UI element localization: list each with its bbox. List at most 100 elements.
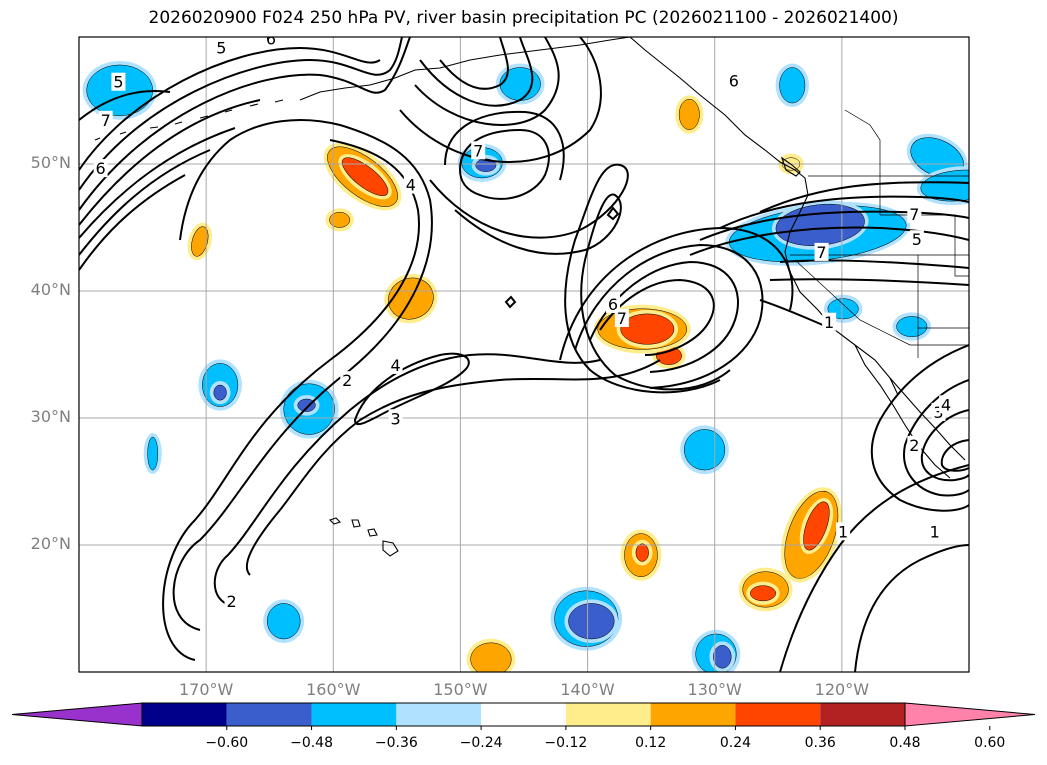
pv-contour-line: [429, 163, 721, 394]
pv-contour-line: [574, 243, 764, 389]
lon-tick-label: 130°W: [687, 680, 742, 699]
pv-contour-line: [699, 210, 969, 241]
colorbar-segment: [820, 703, 905, 726]
colorbar-tick-label: 0.48: [889, 735, 921, 751]
contour-label: 7: [617, 309, 627, 328]
contour-label: 7: [909, 205, 919, 224]
contour-label: 6: [608, 295, 618, 314]
contour-label-mask: [340, 371, 355, 390]
colorbar-tick-label: −0.24: [459, 735, 503, 751]
colorbar-segment: [481, 703, 566, 726]
contour-label: 6: [729, 71, 739, 90]
pv-contour-line: [79, 127, 236, 239]
contour-label: 7: [816, 243, 826, 262]
contour-label: 1: [824, 313, 834, 332]
colorbar-segment: [565, 703, 651, 726]
pv-contour-line: [870, 344, 969, 512]
pv-contour-line: [79, 37, 403, 191]
contour-label-mask: [388, 355, 403, 374]
contour-label: 5: [912, 230, 922, 249]
colorbar-frame: [141, 702, 906, 727]
contour-label-mask: [403, 175, 418, 194]
precip-blob: [803, 501, 830, 551]
pv-contour-line: [414, 37, 560, 126]
contour-label-mask: [907, 204, 922, 223]
colorbar-tick-label: 0.60: [974, 735, 1006, 751]
pv-contour-line: [213, 353, 601, 606]
contour-label: 5: [216, 38, 226, 57]
pv-contour-line: [920, 409, 969, 482]
contour-label-mask: [822, 312, 837, 331]
vancouver-island: [780, 156, 801, 177]
precip-blob: [750, 585, 776, 602]
pv-contour-line: [353, 352, 470, 426]
contour-label-mask: [93, 159, 108, 178]
pv-contour-line: [689, 226, 969, 256]
colorbar-tick-label: 0.24: [719, 735, 752, 751]
contour-label: 5: [113, 73, 123, 92]
precip-blob: [266, 603, 301, 640]
lon-tick-label: 150°W: [433, 680, 488, 699]
pv-contour-line: [79, 37, 411, 211]
colorbar-tick-label: −0.36: [374, 735, 418, 751]
contour-label: 2: [226, 592, 236, 611]
precip-blob: [635, 543, 649, 562]
lon-tick-label: 160°W: [306, 680, 361, 699]
precip-blob: [329, 212, 351, 228]
pv-contour-line: [504, 295, 517, 309]
colorbar-segment: [396, 703, 482, 726]
contour-label-mask: [726, 71, 741, 90]
contour-label-mask: [939, 395, 954, 414]
colorbar-segment: [735, 703, 821, 726]
colorbar-tick-label: −0.60: [205, 735, 249, 751]
contour-label-mask: [909, 230, 924, 249]
precip-blob: [475, 158, 497, 172]
chart-title: 2026020900 F024 250 hPa PV, river basin …: [148, 8, 899, 28]
contour-label: 3: [933, 403, 943, 422]
lon-tick-label: 120°W: [814, 680, 870, 699]
contour-label: 7: [101, 111, 111, 130]
aleutian-islands: [94, 99, 284, 141]
precip-blob: [678, 98, 700, 130]
pv-contour-line: [79, 89, 171, 121]
precip-blob: [896, 316, 928, 337]
contour-label-mask: [98, 110, 113, 129]
colorbar-extend-low: [11, 702, 143, 727]
pv-contour-line: [172, 119, 433, 631]
contour-label-mask: [614, 308, 629, 327]
precipitation-layer: [82, 60, 969, 672]
gridlines: [79, 37, 969, 672]
lat-tick-label: 40°N: [30, 280, 71, 299]
contour-label-mask: [814, 242, 829, 261]
colorbar-segment: [142, 703, 227, 726]
pv-contour-line: [439, 37, 509, 90]
colorbar-tick-label: 0.36: [804, 735, 836, 751]
pv-contour-line: [769, 278, 969, 286]
colorbar-extend-high: [904, 702, 1036, 727]
precip-blob: [713, 645, 732, 669]
colorbar-segment: [311, 703, 397, 726]
precip-blob: [568, 603, 615, 640]
map-frame: [78, 36, 970, 673]
contour-label-mask: [927, 522, 942, 541]
contour-label-mask: [471, 141, 486, 160]
hawaii-islands: [328, 517, 399, 557]
pv-contour-line: [399, 37, 602, 164]
contour-label-mask: [606, 294, 620, 313]
colorbar-segment: [650, 703, 736, 726]
pv-contour-line: [79, 46, 381, 171]
colorbar-segment: [226, 703, 312, 726]
colorbar-tick-label: −0.12: [544, 735, 588, 751]
contour-label: 2: [909, 436, 919, 455]
lat-tick-label: 30°N: [30, 407, 71, 426]
contour-label-mask: [263, 37, 278, 48]
precip-blob: [341, 157, 389, 196]
lon-tick-label: 140°W: [560, 680, 615, 699]
pv-contour-line: [79, 174, 186, 271]
contour-label: 6: [96, 159, 106, 178]
lon-tick-label: 170°W: [178, 680, 234, 699]
contour-label: 3: [390, 409, 400, 428]
pv-contour-line: [589, 260, 739, 373]
contour-label: 7: [473, 141, 483, 160]
